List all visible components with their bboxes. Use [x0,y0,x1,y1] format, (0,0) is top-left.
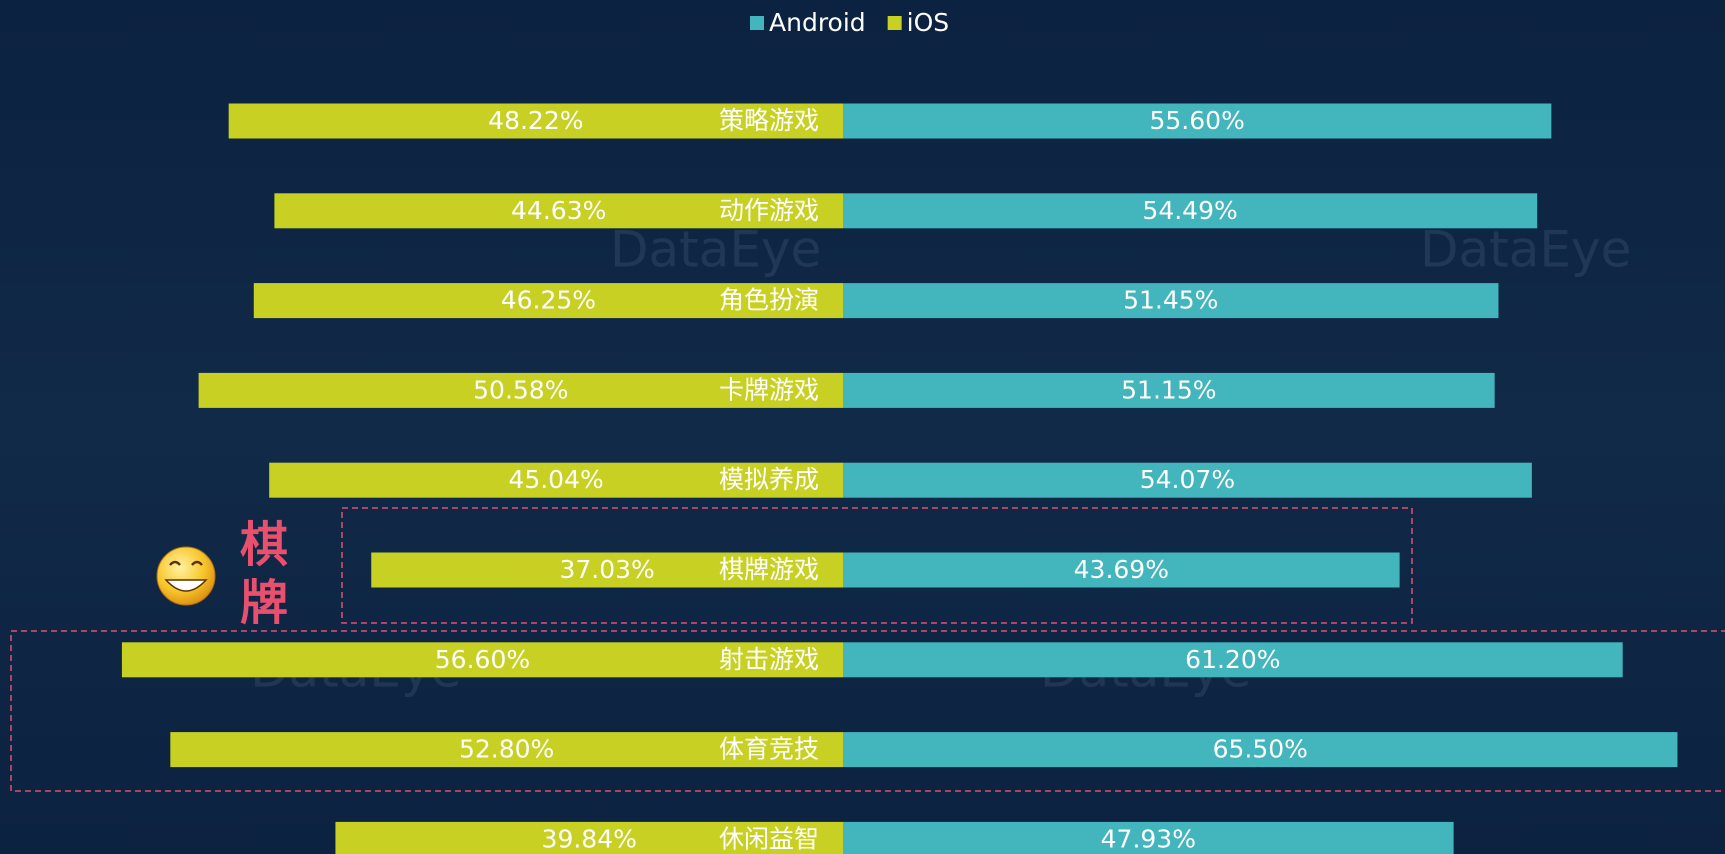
bar [843,732,1678,768]
category-label: 角色扮演 [719,286,819,315]
bar [843,193,1538,229]
value-label: 61.20% [1185,645,1280,674]
category-label: 卡牌游戏 [719,375,819,404]
value-label: 54.49% [1142,196,1237,225]
bar [121,642,843,678]
value-label: 45.04% [508,465,603,494]
value-label: 55.60% [1150,106,1245,135]
category-label: 体育竞技 [719,735,819,764]
value-label: 65.50% [1213,735,1308,764]
value-label: 51.15% [1121,375,1216,404]
legend-swatch [750,16,764,30]
bar [228,103,844,139]
bar [170,732,843,768]
bar [274,193,843,229]
category-label: 模拟养成 [719,465,819,494]
value-label: 48.22% [488,106,583,135]
value-label: 43.69% [1074,555,1169,584]
bar [843,462,1532,498]
bar [843,552,1400,588]
value-label: 51.45% [1123,286,1218,315]
bar [198,372,844,408]
highlight-box [10,630,1725,792]
category-label: 策略游戏 [719,106,819,135]
value-label: 50.58% [473,375,568,404]
highlight-box [341,507,1413,624]
value-label: 47.93% [1101,824,1196,853]
bar [371,552,843,588]
bar [269,462,843,498]
watermark: DataEye [610,221,821,279]
legend-swatch [887,16,902,30]
annotation: 棋牌 [192,575,288,631]
annotation: 棋牌 [240,517,336,573]
watermark: DataEye [1420,221,1631,279]
bar [843,821,1454,854]
category-label: 棋牌游戏 [719,555,819,584]
bar [843,283,1499,319]
value-label: 46.25% [501,286,596,315]
bar [253,283,843,319]
value-label: 54.07% [1140,465,1235,494]
value-label: 56.60% [435,645,530,674]
bar [843,372,1495,408]
bars: 55.60% 48.22% 策略游戏 54.49% 44.63% 动作游戏 51.45% 46… [121,103,1678,854]
legend-label: iOS [907,8,950,37]
category-label: 动作游戏 [719,196,819,225]
legend-label: Android [769,8,866,37]
emoji [156,546,216,606]
value-label: 37.03% [559,555,654,584]
bar [843,642,1623,678]
category-label: 休闲益智 [719,824,819,853]
value-label: 52.80% [459,735,554,764]
bar [843,103,1552,139]
category-label: 射击游戏 [719,645,819,674]
bar [335,821,843,854]
value-label: 44.63% [511,196,606,225]
value-label: 39.84% [542,824,637,853]
